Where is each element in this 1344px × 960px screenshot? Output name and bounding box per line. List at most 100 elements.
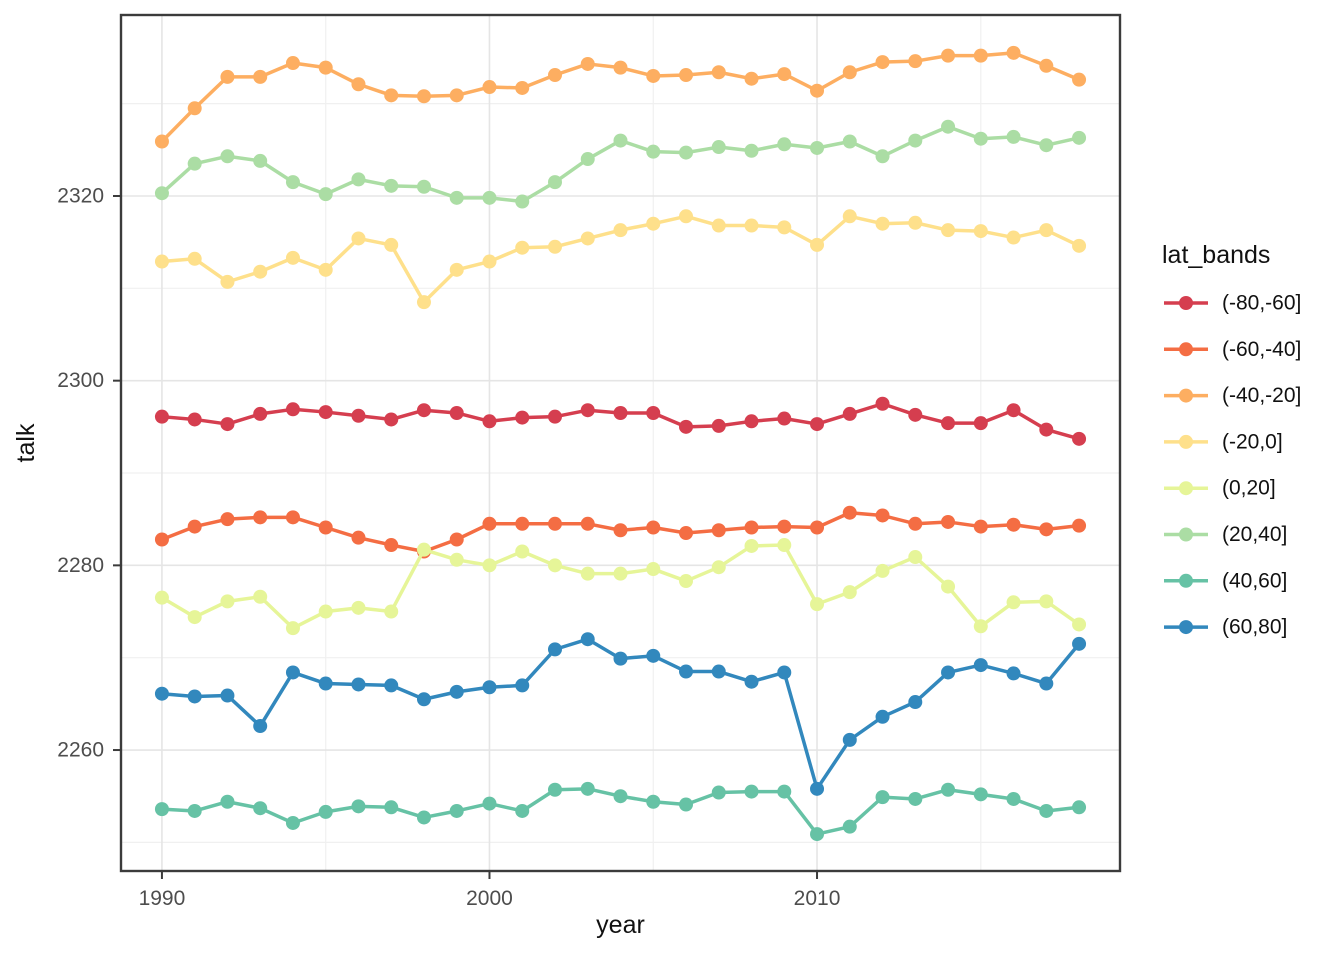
data-point <box>547 239 562 254</box>
data-point <box>220 69 235 84</box>
data-point <box>1006 129 1021 144</box>
data-point <box>810 827 825 842</box>
data-point <box>449 405 464 420</box>
data-point <box>318 520 333 535</box>
data-point <box>973 519 988 534</box>
y-tick-label: 2300 <box>57 369 104 392</box>
data-point <box>253 719 268 734</box>
data-point <box>285 56 300 71</box>
data-point <box>253 153 268 168</box>
data-point <box>1039 522 1054 537</box>
data-point <box>351 231 366 246</box>
data-point <box>941 416 956 431</box>
data-point <box>842 732 857 747</box>
data-point <box>1072 238 1087 253</box>
legend-item-label: (0,20] <box>1222 477 1276 500</box>
data-point <box>646 68 661 83</box>
x-axis-title: year <box>596 911 645 939</box>
data-point <box>384 604 399 619</box>
legend-item-label: (40,60] <box>1222 569 1287 592</box>
data-point <box>384 178 399 193</box>
data-point <box>154 532 169 547</box>
data-point <box>908 407 923 422</box>
data-point <box>711 140 726 155</box>
data-point <box>253 264 268 279</box>
data-point <box>154 134 169 149</box>
data-point <box>580 403 595 418</box>
panel-border <box>119 13 1122 873</box>
data-point <box>646 520 661 535</box>
data-point <box>973 658 988 673</box>
data-point <box>187 689 202 704</box>
data-point <box>646 794 661 809</box>
data-point <box>875 55 890 70</box>
data-point <box>777 137 792 152</box>
data-point <box>416 179 431 194</box>
data-point <box>875 396 890 411</box>
data-point <box>318 262 333 277</box>
data-point <box>154 409 169 424</box>
x-tick-labels: 1990 2000 2010 <box>139 887 841 910</box>
data-point <box>384 237 399 252</box>
legend-key-dot <box>1179 342 1193 357</box>
data-point <box>679 664 694 679</box>
data-point <box>515 194 530 209</box>
data-point <box>351 600 366 615</box>
data-point <box>613 566 628 581</box>
data-point <box>1039 223 1054 238</box>
data-point <box>777 411 792 426</box>
data-point <box>482 414 497 429</box>
data-point <box>285 402 300 417</box>
data-point <box>285 250 300 265</box>
data-point <box>744 218 759 233</box>
data-point <box>711 664 726 679</box>
data-point <box>646 144 661 159</box>
data-point <box>482 254 497 269</box>
data-point <box>482 80 497 95</box>
data-point <box>842 209 857 224</box>
data-point <box>973 619 988 634</box>
data-point <box>908 133 923 148</box>
data-point <box>416 295 431 310</box>
data-point <box>384 538 399 553</box>
data-point <box>941 782 956 797</box>
data-point <box>220 417 235 432</box>
data-point <box>547 409 562 424</box>
legend-key-dot <box>1179 620 1193 635</box>
data-point <box>351 77 366 92</box>
legend-item: (60,80] <box>1164 616 1287 639</box>
data-point <box>679 145 694 160</box>
data-point <box>1072 617 1087 632</box>
data-point <box>1039 594 1054 609</box>
data-point <box>941 223 956 238</box>
legend-title: lat_bands <box>1162 241 1270 269</box>
data-point <box>711 218 726 233</box>
data-point <box>744 520 759 535</box>
data-point <box>580 632 595 647</box>
data-point <box>154 686 169 701</box>
legend-item: (-20,0] <box>1164 430 1283 453</box>
data-point <box>515 516 530 531</box>
data-point <box>1039 676 1054 691</box>
data-point <box>154 254 169 269</box>
data-point <box>187 610 202 625</box>
data-point <box>253 406 268 421</box>
series-(-40,-20] <box>154 45 1087 149</box>
data-point <box>711 418 726 433</box>
data-point <box>1006 595 1021 610</box>
data-point <box>580 56 595 71</box>
data-point <box>482 516 497 531</box>
data-point <box>777 220 792 235</box>
data-point <box>679 209 694 224</box>
data-point <box>384 412 399 427</box>
data-point <box>449 684 464 699</box>
data-point <box>842 65 857 80</box>
data-point <box>449 552 464 567</box>
data-point <box>449 88 464 103</box>
data-point <box>679 574 694 589</box>
data-point <box>515 410 530 425</box>
data-point <box>908 215 923 230</box>
data-point <box>220 149 235 164</box>
data-point <box>711 785 726 800</box>
